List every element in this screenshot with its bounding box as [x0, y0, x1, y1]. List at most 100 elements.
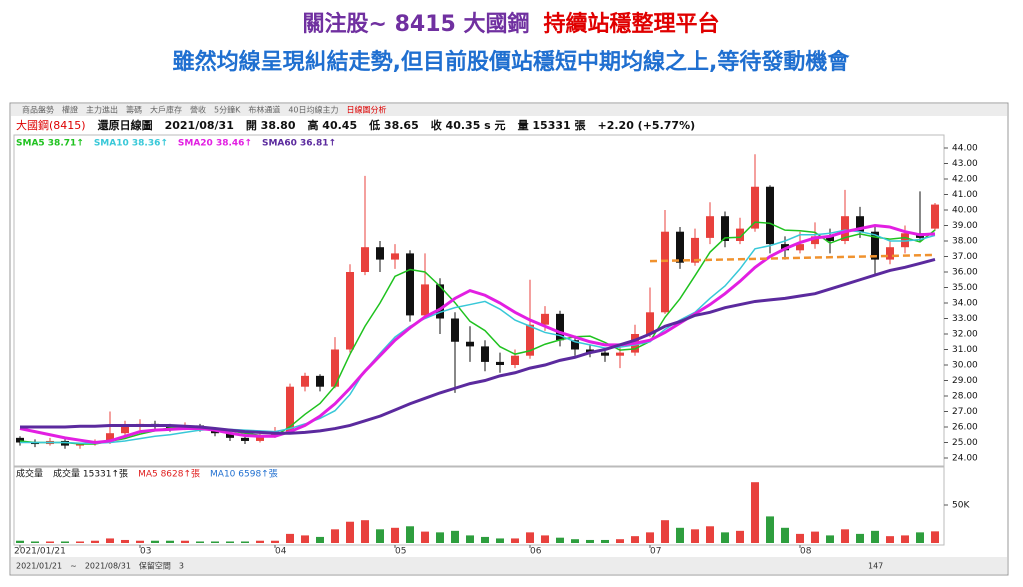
candle-body	[451, 318, 459, 342]
volume-bar	[706, 526, 714, 543]
footer-control[interactable]: ~	[70, 562, 77, 571]
candle-body	[586, 349, 594, 353]
footer-control[interactable]: 保留空間	[139, 561, 171, 571]
candle-body	[646, 312, 654, 334]
candle-body	[901, 233, 909, 248]
candle-body	[466, 341, 474, 347]
tab[interactable]: 營收	[190, 105, 206, 115]
volume-bar	[646, 532, 654, 543]
ma-line	[19, 223, 936, 445]
candle-body	[676, 231, 684, 263]
candle-body	[856, 216, 864, 232]
volume-bar	[436, 532, 444, 543]
info-item: 大國鋼(8415)	[16, 118, 86, 132]
volume-bar	[796, 533, 804, 543]
volume-bar	[16, 540, 24, 543]
candle-body	[346, 272, 354, 350]
y-tick-label: 36.00	[952, 268, 978, 278]
candle-body	[601, 352, 609, 356]
x-tick-label: 06	[530, 547, 542, 557]
y-tick-label: 40.00	[952, 206, 978, 216]
tab[interactable]: 商品盤勢	[22, 105, 54, 115]
tab[interactable]: 5分鐘K	[214, 105, 241, 115]
volume-bar	[106, 538, 114, 543]
tab[interactable]: 權證	[62, 105, 78, 115]
info-item: 還原日線圖	[98, 118, 153, 132]
tab[interactable]: 大戶庫存	[150, 105, 182, 115]
tab[interactable]: 布林通道	[248, 105, 280, 115]
info-item: 低 38.65	[368, 118, 419, 132]
tab[interactable]: 40日均線主力	[288, 105, 338, 115]
volume-bar	[196, 541, 204, 543]
x-tick-label: 2021/01/21	[14, 547, 66, 557]
footer-control[interactable]: 2021/01/21	[16, 562, 62, 571]
volume-bar	[526, 532, 534, 543]
volume-bar	[286, 533, 294, 543]
volume-panel	[13, 466, 945, 546]
volume-bar	[556, 537, 564, 543]
y-tick-label: 34.00	[952, 299, 978, 309]
info-item: 量 15331 張	[518, 119, 587, 132]
x-tick-label: 03	[140, 547, 151, 557]
footer-count: 147	[868, 562, 883, 571]
title-highlight: 持續站穩整理平台	[543, 11, 719, 37]
candle-body	[301, 375, 309, 387]
y-tick-label: 35.00	[952, 283, 978, 293]
candle-body	[361, 247, 369, 272]
volume-bar	[226, 541, 234, 543]
volume-bar	[151, 540, 159, 543]
volume-bar	[601, 539, 609, 543]
volume-bar	[541, 535, 549, 543]
volume-legend: MA5 8628↑張	[138, 469, 200, 480]
tab[interactable]: 主力進出	[86, 105, 118, 115]
info-item: 2021/08/31	[165, 119, 234, 132]
y-tick-label: 41.00	[952, 190, 978, 200]
candle-body	[31, 442, 39, 445]
volume-bar	[331, 529, 339, 543]
y-tick-label: 30.00	[952, 361, 978, 371]
volume-legend: 成交量	[16, 468, 43, 480]
volume-bar	[46, 541, 54, 543]
title: 關注股~ 8415 大國鋼 持續站穩整理平台	[303, 11, 720, 37]
footer-control[interactable]: 3	[179, 562, 184, 571]
y-tick-label: 50K	[952, 501, 970, 511]
tab[interactable]: 日線圖分析	[347, 105, 387, 115]
volume-bar	[406, 526, 414, 543]
volume-bar	[496, 538, 504, 543]
volume-bar	[511, 538, 519, 543]
volume-bar	[346, 521, 354, 543]
candle-body	[496, 361, 504, 365]
candle-body	[106, 433, 114, 443]
candle-body	[316, 375, 324, 387]
footer-control[interactable]: 2021/08/31	[85, 562, 131, 571]
info-item: +2.20 (+5.77%)	[598, 119, 696, 132]
info-item: 高 40.45	[307, 118, 357, 132]
candle-body	[256, 436, 264, 441]
candle-body	[76, 444, 84, 446]
legend-item: SMA60 36.81↑	[262, 139, 336, 149]
candle-body	[796, 244, 804, 251]
volume-bar	[676, 527, 684, 543]
volume-bar	[136, 540, 144, 543]
legend-item: SMA5 38.71↑	[16, 139, 84, 149]
volume-bar	[736, 530, 744, 543]
volume-bar	[211, 541, 219, 543]
candle-body	[871, 231, 879, 260]
volume-bar	[631, 536, 639, 543]
volume-bar	[466, 535, 474, 543]
info-item: 收 40.35 s 元	[431, 118, 506, 132]
volume-bar	[586, 539, 594, 543]
candle-body	[811, 236, 819, 245]
tab[interactable]: 籌碼	[126, 105, 142, 115]
volume-bar	[751, 482, 759, 543]
volume-bar	[91, 540, 99, 543]
volume-bar	[871, 530, 879, 543]
volume-bar	[391, 527, 399, 543]
volume-bar	[451, 530, 459, 543]
volume-bar	[826, 535, 834, 543]
volume-bar	[241, 541, 249, 543]
volume-bar	[121, 539, 129, 543]
volume-bar	[781, 527, 789, 543]
